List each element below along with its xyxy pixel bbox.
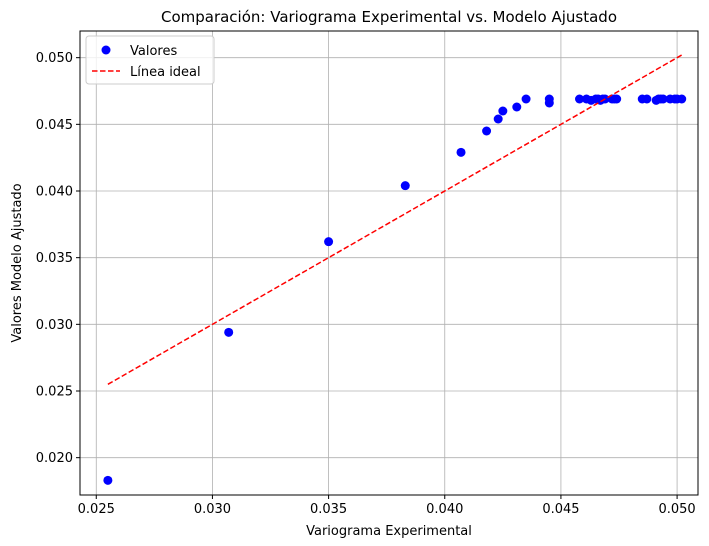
x-tick-label: 0.050 bbox=[658, 502, 695, 517]
ideal-line bbox=[107, 54, 683, 385]
scatter-point bbox=[612, 94, 622, 104]
scatter-point bbox=[521, 94, 531, 104]
y-tick-label: 0.035 bbox=[36, 251, 73, 266]
x-tick-label: 0.025 bbox=[78, 502, 115, 517]
x-axis-title: Variograma Experimental bbox=[306, 524, 472, 539]
x-tick-label: 0.030 bbox=[194, 502, 231, 517]
legend-marker-valores bbox=[101, 45, 111, 55]
scatter-point bbox=[575, 94, 585, 104]
x-tick-label: 0.035 bbox=[310, 502, 347, 517]
scatter-point bbox=[482, 126, 492, 136]
grid bbox=[80, 31, 698, 495]
y-tick-label: 0.040 bbox=[36, 185, 73, 200]
scatter-point bbox=[493, 114, 503, 124]
scatter-point bbox=[324, 237, 334, 247]
y-tick-label: 0.020 bbox=[36, 451, 73, 466]
legend: Valores Línea ideal bbox=[85, 35, 215, 85]
scatter-point bbox=[103, 475, 113, 485]
x-tick-label: 0.045 bbox=[542, 502, 579, 517]
scatter-point bbox=[658, 94, 668, 104]
plot-series bbox=[103, 54, 687, 485]
scatter-point bbox=[400, 181, 410, 191]
chart-title: Comparación: Variograma Experimental vs.… bbox=[161, 8, 617, 26]
plot-frame bbox=[79, 30, 699, 496]
scatter-point bbox=[498, 106, 508, 116]
scatter-point bbox=[677, 94, 687, 104]
scatter-point bbox=[456, 147, 466, 157]
y-tick-label: 0.025 bbox=[36, 385, 73, 400]
scatter-point bbox=[224, 327, 234, 337]
x-tick-label: 0.040 bbox=[426, 502, 463, 517]
legend-label-linea-ideal: Línea ideal bbox=[130, 65, 201, 80]
y-tick-label: 0.050 bbox=[36, 51, 73, 66]
axis-ticks: 0.025 0.030 0.035 0.040 0.045 0.050 0.020 0.025… bbox=[36, 51, 696, 517]
scatter-point bbox=[512, 102, 522, 112]
scatter-point bbox=[642, 94, 652, 104]
y-tick-label: 0.045 bbox=[36, 118, 73, 133]
y-axis-title: Valores Modelo Ajustado bbox=[10, 183, 25, 342]
legend-box bbox=[85, 35, 215, 85]
scatter-point bbox=[544, 94, 554, 104]
legend-label-valores: Valores bbox=[130, 44, 177, 59]
y-tick-label: 0.030 bbox=[36, 318, 73, 333]
